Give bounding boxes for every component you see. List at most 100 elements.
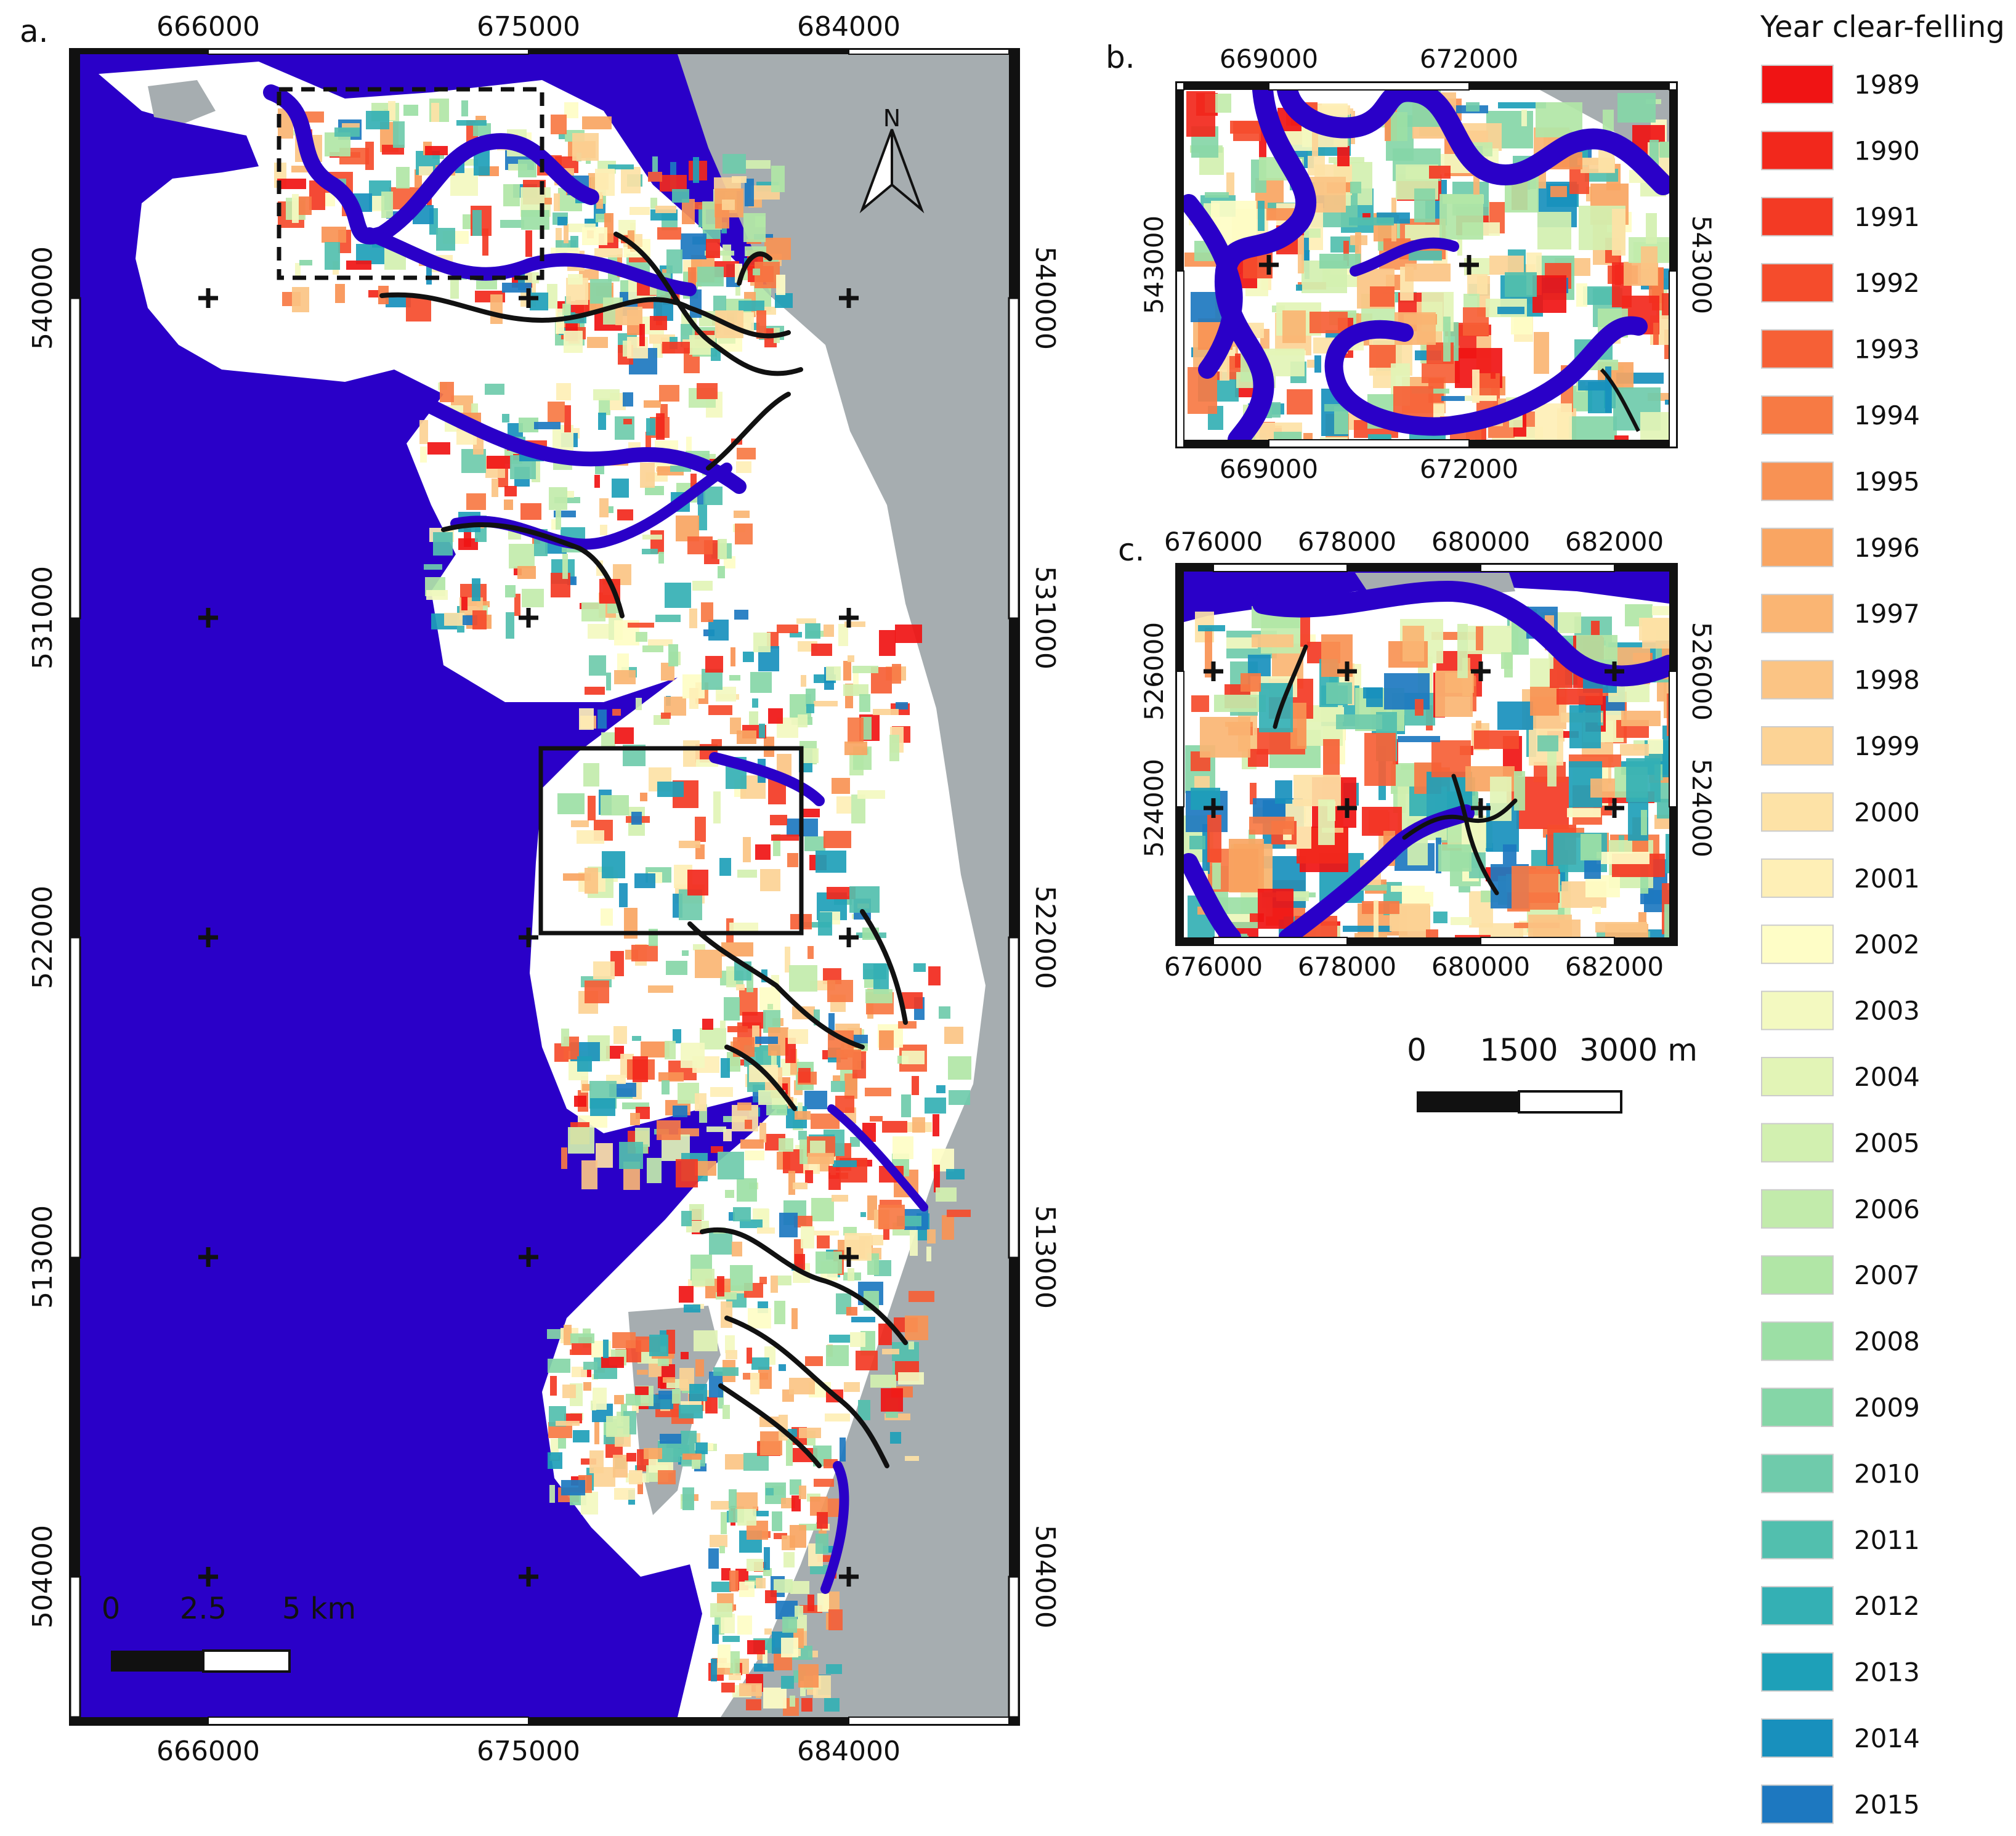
legend-item: 1989 [1761,65,1920,104]
felling-patch [659,385,679,402]
felling-patch [726,966,736,987]
felling-patch [564,405,571,432]
legend-year: 2000 [1854,797,1920,827]
felling-patch [1664,904,1669,937]
felling-patch [1336,714,1382,729]
felling-patch [1639,618,1669,641]
felling-patch [444,613,464,626]
legend-swatch [1761,858,1834,898]
felling-patch [662,342,690,354]
tick-bottom: 669000 [1220,454,1318,484]
felling-patch [1646,213,1657,244]
legend-swatch [1761,1255,1834,1295]
felling-patch [879,630,896,656]
felling-patch [695,1093,706,1111]
felling-patch [292,287,309,312]
felling-patch [614,1488,635,1500]
felling-patch [556,383,571,400]
felling-patch [1652,606,1669,615]
felling-patch [1567,808,1601,817]
felling-patch [579,708,594,730]
felling-patch [1287,389,1313,415]
felling-patch [649,334,675,344]
felling-patch [849,886,880,913]
felling-patch [844,1382,860,1392]
felling-patch [562,304,570,315]
felling-patch [1354,933,1387,937]
felling-patch [832,1195,848,1202]
felling-patch [701,602,713,622]
felling-patch [660,175,687,192]
felling-patch [764,1547,770,1570]
felling-patch [579,269,599,280]
felling-patch [1584,859,1601,879]
felling-patch [1186,91,1215,137]
felling-patch [426,263,432,285]
legend-swatch [1761,131,1834,171]
felling-patch [776,275,785,295]
felling-patch [711,1659,717,1681]
tick-right: 543000 [1686,216,1717,314]
felling-patch [736,984,745,990]
felling-patch [613,1455,628,1478]
felling-patch [730,1265,753,1291]
felling-patch [1474,730,1519,749]
felling-patch [936,1187,957,1202]
felling-patch [556,228,562,251]
graticule-cross [198,928,218,947]
felling-patch [594,475,600,488]
felling-patch [719,1546,725,1553]
felling-patch [564,331,583,353]
felling-patch [790,1696,795,1707]
tick-left: 531000 [27,566,59,669]
felling-patch [589,655,606,676]
legend-item: 2003 [1761,990,1920,1030]
felling-patch [717,1276,724,1296]
legend-swatch [1761,1454,1834,1494]
felling-patch [799,1428,821,1438]
felling-patch [342,123,360,128]
felling-patch [828,1609,843,1630]
felling-patch [826,666,841,681]
felling-patch [673,1106,687,1117]
felling-patch [828,1166,841,1190]
felling-patch [1363,687,1383,698]
felling-patch [634,873,655,888]
felling-patch [485,384,504,395]
tick-top: 680000 [1431,527,1530,557]
felling-patch [463,214,473,229]
felling-patch [487,456,511,469]
tick-bottom: 676000 [1164,952,1263,982]
legend-swatch [1761,1519,1834,1559]
felling-patch [366,111,389,129]
scale-label-1: 2.5 [180,1591,227,1626]
felling-patch [530,293,548,310]
felling-patch [913,963,926,972]
legend-swatch [1761,1321,1834,1361]
felling-patch [705,656,723,673]
felling-patch [622,1102,649,1109]
legend-item: 1992 [1761,263,1920,303]
felling-patch [711,348,721,361]
felling-patch [403,105,418,116]
felling-patch [490,294,503,324]
felling-patch [1466,102,1480,111]
felling-patch [901,1094,911,1117]
felling-patch [753,633,771,652]
felling-patch [581,1492,598,1514]
felling-patch [909,1291,934,1302]
felling-patch [1300,610,1310,647]
felling-patch [790,1479,801,1495]
panel-b-label: b. [1106,39,1135,75]
felling-patch [660,1434,681,1444]
felling-patch [836,796,851,814]
felling-patch [771,1276,778,1293]
tick-bottom: 675000 [477,1736,580,1767]
felling-patch [503,184,520,206]
felling-patch [1664,679,1669,718]
felling-patch [1657,799,1669,819]
felling-patch [828,1013,835,1040]
felling-patch [601,795,629,815]
felling-patch [737,448,756,459]
felling-patch [506,612,514,639]
